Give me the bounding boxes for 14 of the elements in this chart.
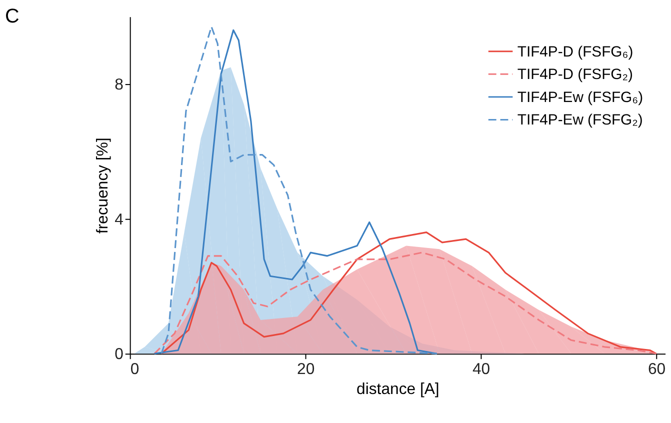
x-tick-label: 0 — [130, 360, 140, 378]
y-tick-label: 4 — [114, 211, 124, 228]
x-tick-label: 40 — [472, 360, 490, 378]
x-tick-label: 20 — [297, 360, 315, 378]
y-axis-title: frecuency [%] — [94, 138, 112, 234]
legend-label: TIF4P-Ew (FSFG₂) — [517, 112, 643, 129]
y-tick-label: 0 — [114, 346, 124, 364]
legend-label: TIF4P-D (FSFG₂) — [517, 67, 633, 84]
chart-title: C — [5, 6, 20, 28]
legend-label: TIF4P-D (FSFG₆) — [517, 44, 634, 60]
legend-label: TIF4P-Ew (FSFG₆) — [517, 90, 644, 106]
x-tick-label: 60 — [648, 360, 666, 378]
y-tick-label: 8 — [114, 76, 124, 94]
x-axis-title: distance [A] — [356, 380, 440, 398]
